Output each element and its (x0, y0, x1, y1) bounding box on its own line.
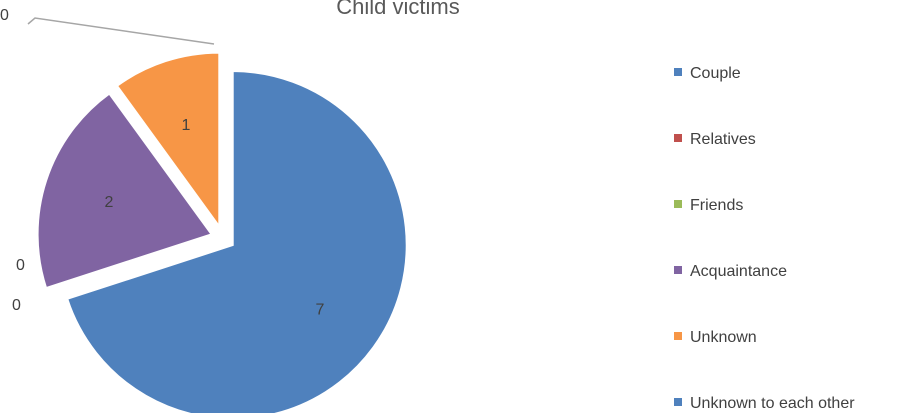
chart-title: Child victims (336, 0, 459, 19)
legend-label-unknown-to-each-other: Unknown to each other (690, 395, 855, 412)
legend: Couple Relatives Friends Acquaintance Unknow… (674, 65, 855, 412)
legend-label-couple: Couple (690, 65, 741, 82)
data-label-acquaintance: 2 (105, 194, 114, 211)
pie-slice-unknown (115, 51, 221, 230)
data-label-couple: 7 (316, 301, 325, 318)
legend-swatch-relatives (674, 134, 682, 142)
legend-swatch-unknown (674, 332, 682, 340)
legend-swatch-friends (674, 200, 682, 208)
legend-swatch-acquaintance (674, 266, 682, 274)
legend-label-friends: Friends (690, 197, 743, 214)
data-label-friends: 0 (16, 257, 25, 274)
pie-slice-acquaintance (36, 92, 214, 290)
legend-swatch-unknown-to-each-other (674, 398, 682, 406)
legend-label-acquaintance: Acquaintance (690, 263, 787, 280)
pie-slices (36, 51, 408, 413)
data-label-unknown-to-each-other: 0 (0, 7, 9, 24)
data-label-unknown: 1 (182, 117, 191, 134)
legend-label-relatives: Relatives (690, 131, 756, 148)
leader-line-unknown-to-each-other (27, 17, 215, 45)
data-label-relatives: 0 (12, 297, 21, 314)
data-labels: 7 0 0 2 1 0 (0, 7, 325, 318)
legend-swatch-couple (674, 68, 682, 76)
legend-label-unknown: Unknown (690, 329, 757, 346)
pie-slice-couple (65, 70, 408, 413)
leader-lines (27, 17, 215, 45)
